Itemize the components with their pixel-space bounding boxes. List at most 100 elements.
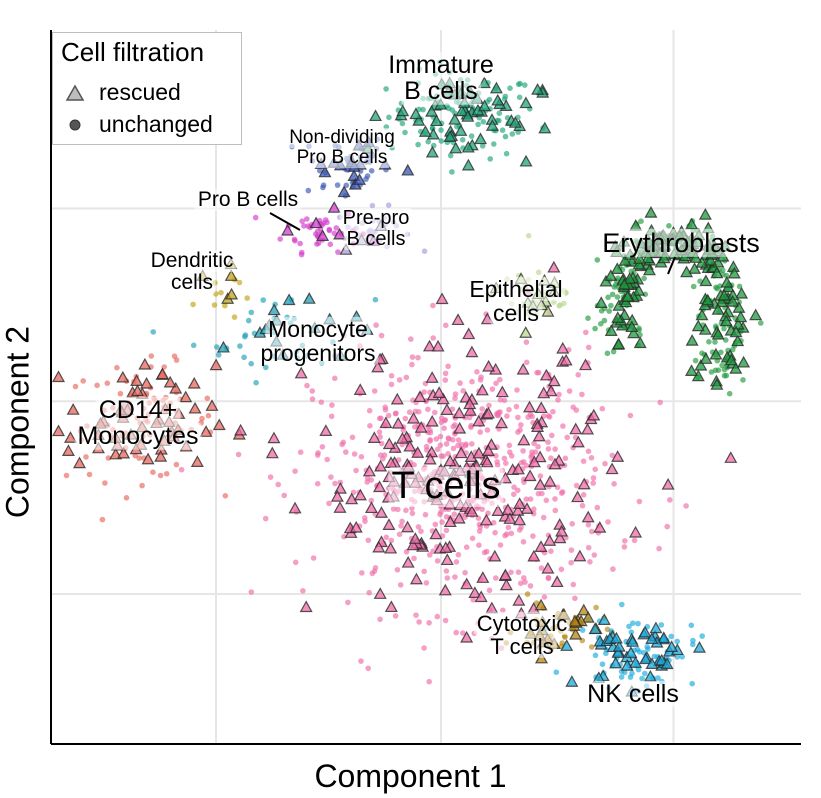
immature-b-cells-point — [475, 121, 481, 128]
immature-b-cells-point — [503, 150, 510, 157]
t-cells-point — [476, 528, 483, 534]
t-cells-point — [493, 575, 499, 581]
immature-b-cells-point — [496, 110, 503, 116]
t-cells-rescued-point — [581, 422, 595, 435]
legend: Cell filtration rescued unchanged — [52, 32, 242, 145]
t-cells-rescued-point — [403, 439, 417, 452]
t-cells-rescued-point — [422, 339, 437, 352]
immature-b-cells-rescued-point — [369, 109, 383, 122]
t-cells-rescued-point — [438, 583, 452, 596]
t-cells-rescued-point — [531, 420, 545, 432]
t-cells-rescued-point — [408, 532, 422, 544]
immature-b-cells-point — [449, 169, 455, 175]
cd14-monocytes-point — [132, 452, 138, 459]
t-cells-point — [453, 629, 460, 636]
t-cells-point — [434, 613, 441, 620]
pro-b-cells-point — [335, 249, 341, 255]
monocyte-progenitors-point — [190, 342, 197, 349]
t-cells-point — [589, 528, 595, 535]
t-cells-point — [455, 442, 461, 449]
t-cells-point — [399, 518, 405, 525]
t-cells-rescued-point — [390, 392, 404, 405]
nk-cells-rescued-point — [597, 613, 611, 625]
immature-b-cells-point — [420, 106, 426, 113]
t-cells-point — [439, 519, 445, 525]
t-cells-rescued-point — [511, 503, 525, 516]
t-cells-point — [340, 439, 347, 446]
erythroblast-leader — [667, 256, 676, 275]
cd14-monocytes-point — [205, 412, 212, 419]
t-cells-point — [275, 481, 282, 488]
cluster-label-non-dividing-pro-b-cells: Non-dividing Pro B cells — [286, 128, 398, 168]
t-cells-point — [569, 521, 575, 527]
immature-b-cells-rescued-point — [477, 76, 491, 89]
nk-cells-rescued-point — [609, 631, 623, 644]
t-cells-point — [463, 441, 469, 448]
t-cells-point — [371, 388, 378, 394]
cytotoxic-t-cells-rescued-point — [568, 614, 582, 627]
t-cells-point — [484, 427, 491, 433]
cluster-label-immature-b-cells: Immature B cells — [385, 51, 497, 104]
t-cells-point — [552, 507, 559, 514]
t-cells-point — [550, 408, 556, 415]
t-cells-point — [511, 491, 517, 498]
dendritic-cells-rescued-point — [225, 287, 239, 300]
erythroblasts-rescued-point — [727, 266, 741, 279]
immature-b-cells-rescued-point — [485, 119, 499, 131]
cytotoxic-t-cells-rescued-point — [569, 627, 583, 640]
t-cells-point — [463, 544, 470, 550]
t-cells-point — [611, 481, 617, 487]
t-cells-point — [657, 399, 663, 406]
t-cells-point — [592, 466, 598, 473]
t-cells-point — [444, 575, 451, 581]
t-cells-point — [442, 417, 449, 423]
immature-b-cells-point — [415, 141, 421, 148]
t-cells-rescued-point — [534, 540, 548, 552]
erythroblasts-rescued-point — [726, 294, 740, 307]
t-cells-point — [610, 566, 616, 572]
cd14-monocytes-point — [123, 495, 130, 501]
cytotoxic-t-cells-rescued-point — [581, 610, 595, 623]
t-cells-point — [388, 381, 395, 388]
t-cells-rescued-point — [362, 464, 376, 477]
t-cells-point — [388, 373, 395, 379]
t-cells-point — [433, 436, 440, 442]
cd14-monocytes-rescued-point — [169, 381, 183, 394]
cd14-monocytes-point — [173, 461, 180, 468]
immature-b-cells-point — [468, 133, 475, 139]
t-cells-rescued-point — [406, 538, 420, 551]
dendritic-cells-rescued-point — [224, 269, 238, 281]
erythroblasts-rescued-point — [715, 295, 729, 308]
t-cells-point — [443, 568, 450, 574]
t-cells-point — [475, 515, 482, 521]
t-cells-point — [511, 484, 517, 491]
t-cells-point — [345, 599, 351, 606]
t-cells-rescued-point — [544, 384, 558, 397]
immature-b-cells-rescued-point — [418, 125, 432, 137]
t-cells-point — [453, 559, 460, 565]
t-cells-point — [416, 409, 422, 415]
nk-cells-rescued-point — [645, 632, 659, 644]
cytotoxic-t-cells-rescued-point — [577, 603, 591, 616]
cd14-monocytes-point — [222, 493, 229, 499]
cd14-monocytes-rescued-point — [156, 367, 170, 380]
monocyte-progenitors-point — [263, 364, 269, 371]
t-cells-point — [518, 422, 524, 428]
t-cells-point — [492, 529, 498, 536]
t-cells-point — [421, 645, 427, 651]
dendritic-cells-point — [190, 301, 196, 308]
y-axis-label: Component 2 — [0, 325, 36, 519]
t-cells-rescued-point — [579, 358, 593, 371]
nk-cells-rescued-point — [645, 657, 659, 670]
t-cells-point — [520, 459, 527, 465]
erythroblasts-point — [721, 366, 728, 373]
nk-cells-rescued-point — [649, 621, 663, 634]
t-cells-rescued-point — [425, 414, 439, 427]
nk-cells-rescued-point — [609, 656, 623, 669]
t-cells-point — [388, 537, 395, 544]
t-cells-point — [411, 555, 417, 562]
triangle-icon — [65, 83, 85, 101]
monocyte-progenitors-rescued-point — [267, 303, 281, 316]
t-cells-rescued-point — [573, 549, 587, 562]
nk-cells-point — [619, 601, 625, 608]
